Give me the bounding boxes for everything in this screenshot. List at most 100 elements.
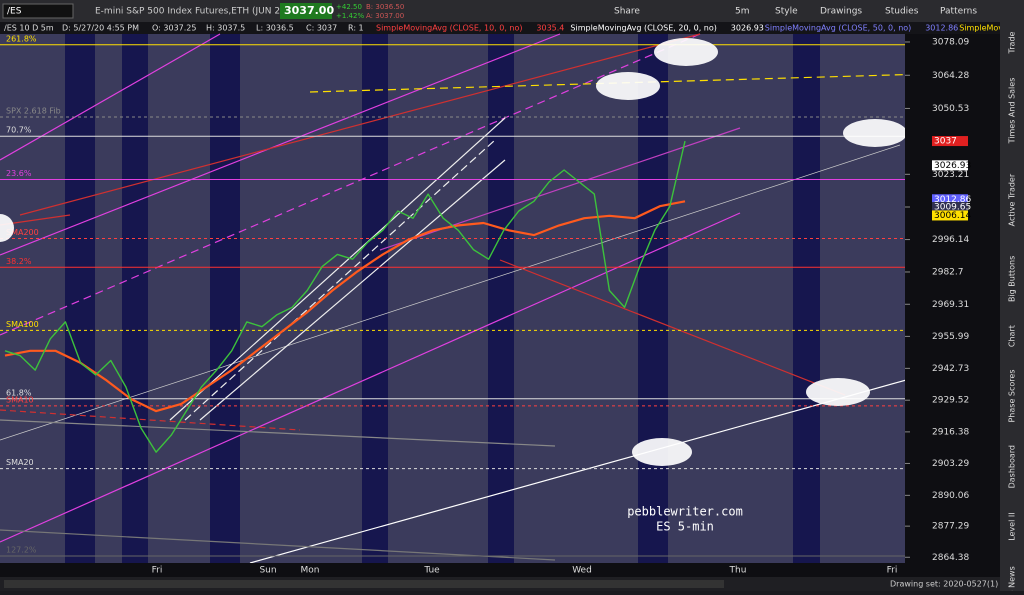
level-label: 61.8% — [6, 388, 32, 397]
y-tick-label: 3050.53 — [932, 104, 969, 114]
level-label: SMA200 — [6, 228, 39, 237]
study-value: 3026.93 — [731, 24, 764, 33]
sidebar-tab[interactable]: Times And Sales — [1008, 78, 1017, 145]
sidebar-tab[interactable]: Dashboard — [1008, 445, 1017, 488]
study-name: SimpleMovingAvg (CLOSE, 10, 0, no) — [376, 24, 523, 33]
toolbar — [0, 0, 1024, 22]
y-tick-label: 3023.21 — [932, 170, 969, 180]
session-band — [793, 34, 820, 563]
session-band — [362, 34, 388, 563]
trend-line — [19, 33, 701, 216]
channel-line — [169, 117, 506, 421]
price-tag — [932, 201, 968, 212]
trend-line — [0, 529, 556, 561]
sidebar-tab[interactable]: Active Trader — [1008, 173, 1017, 226]
watermark: pebblewriter.com — [627, 505, 743, 519]
header-item: D: 5/27/20 4:55 PM — [62, 24, 139, 33]
sidebar-tab[interactable]: Level II — [1008, 512, 1017, 540]
level-label: 261.8% — [6, 34, 37, 43]
sidebar — [1000, 22, 1024, 591]
channel-line — [184, 139, 496, 421]
toolbar-button[interactable]: Studies — [885, 7, 919, 17]
y-tick-label: 3064.28 — [932, 71, 969, 81]
x-tick-label: Mon — [301, 566, 320, 576]
price-line — [4, 140, 686, 453]
price-tag-label: 3037 — [934, 137, 957, 147]
study-name: SimpleMovingAvg (CLOSE, 50, 0, no) — [765, 24, 912, 33]
trend-line — [0, 409, 301, 431]
level-label: 127.2% — [6, 546, 37, 555]
trend-line — [0, 419, 556, 447]
x-tick-label: Thu — [729, 566, 747, 576]
sidebar-tab[interactable]: Trade — [1008, 31, 1017, 54]
price-tag — [932, 136, 968, 147]
y-tick-label: 2916.38 — [932, 427, 969, 437]
level-label: 70.7% — [6, 126, 32, 135]
symbol: /ES — [7, 7, 22, 17]
level-label: SMA10 — [6, 395, 34, 404]
y-tick-label: 2877.29 — [932, 522, 969, 532]
x-tick-label: Tue — [423, 566, 440, 576]
trend-line — [499, 259, 846, 396]
price-tag — [932, 194, 968, 205]
annotation-ellipse — [654, 38, 718, 66]
price-tag-label: 3006.14 — [934, 211, 971, 221]
study-value: 3012.86 — [925, 24, 958, 33]
trend-line — [0, 33, 561, 256]
symbol-box[interactable] — [2, 3, 74, 19]
bid: B: 3036.50 — [366, 3, 404, 11]
toolbar-button[interactable]: Drawings — [820, 7, 862, 17]
y-tick-label: 2996.14 — [932, 235, 969, 245]
y-tick-label: 2955.99 — [932, 332, 969, 342]
ask: A: 3037.00 — [366, 12, 404, 20]
header-item: H: 3037.5 — [206, 24, 245, 33]
y-tick-label: 2903.29 — [932, 459, 969, 469]
sidebar-tab[interactable]: Big Buttons — [1008, 256, 1017, 302]
session-band — [122, 34, 148, 563]
price-tag — [932, 210, 968, 221]
price-tag-label: 3026.93 — [934, 161, 971, 171]
drawing-set: Drawing set: 2020-0527(1) — [890, 580, 998, 589]
watermark: ES 5-min — [656, 520, 714, 534]
annotation-ellipse — [596, 72, 660, 100]
change: +42.50 — [336, 3, 362, 11]
y-tick-label: 2982.7 — [932, 267, 964, 277]
toolbar-button[interactable]: 5m — [735, 7, 750, 17]
level-label: SMA20 — [6, 458, 34, 467]
toolbar-button[interactable]: Patterns — [940, 7, 977, 17]
x-tick-label: Wed — [572, 566, 592, 576]
annotation-ellipse — [0, 214, 14, 242]
price-tag-label: 3012.86 — [934, 195, 971, 205]
study-name: SimpleMovingAvg( — [959, 24, 1024, 33]
header-item: C: 3037 — [306, 24, 337, 33]
description: E-mini S&P 500 Index Futures,ETH (JUN 20… — [95, 7, 289, 17]
toolbar-button[interactable]: Share — [614, 7, 640, 17]
annotation-ellipse — [806, 378, 870, 406]
header-item: L: 3036.5 — [256, 24, 294, 33]
y-tick-label: 3078.09 — [932, 37, 969, 47]
session-band — [65, 34, 95, 563]
x-tick-label: Fri — [152, 566, 163, 576]
trend-line — [0, 144, 901, 441]
annotation-ellipse — [843, 119, 907, 147]
header-item: R: 1 — [348, 24, 364, 33]
sidebar-tab[interactable]: Phase Scores — [1008, 369, 1017, 422]
y-tick-label: 2969.31 — [932, 300, 969, 310]
y-tick-label: 2942.73 — [932, 364, 969, 374]
trend-line — [0, 212, 741, 543]
sidebar-tab[interactable]: Live News — [1008, 566, 1017, 595]
y-tick-label: 2929.52 — [932, 396, 969, 406]
price-axis — [905, 34, 1000, 563]
level-label: SPX 2.618 Fib — [6, 106, 61, 115]
change-pct: +1.42% — [336, 12, 364, 20]
session-band — [488, 34, 514, 563]
sma-line — [4, 200, 686, 413]
price-tag-label: 3009.65 — [934, 202, 971, 212]
sidebar-tab[interactable]: Chart — [1008, 325, 1017, 347]
study-value: 3035.4 — [536, 24, 564, 33]
price-tag — [932, 160, 968, 171]
trend-line — [0, 33, 701, 336]
toolbar-button[interactable]: Style — [775, 7, 798, 17]
session-band — [210, 34, 240, 563]
scrollbar[interactable] — [4, 580, 724, 588]
